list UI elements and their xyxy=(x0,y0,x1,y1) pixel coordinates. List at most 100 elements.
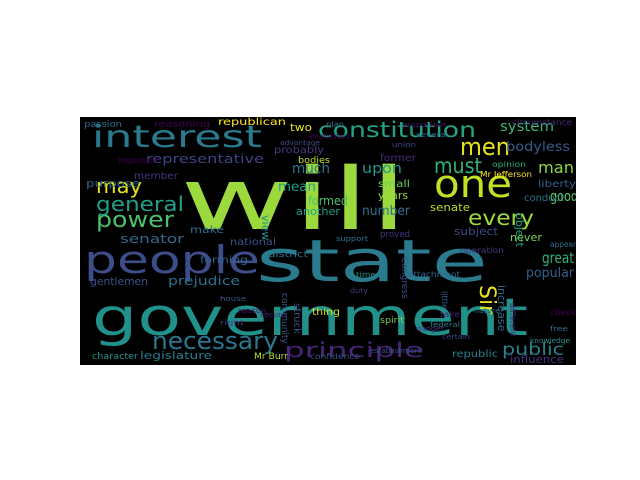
word-legislature: legislature xyxy=(140,349,212,362)
word-community: community xyxy=(279,293,289,344)
word-men: men xyxy=(460,133,510,161)
word-interest: interest xyxy=(92,120,262,155)
word-free: free xyxy=(550,325,568,333)
word-bodyless: bodyless xyxy=(506,140,570,155)
word-view: view xyxy=(259,215,272,240)
word-conduct: conduct xyxy=(524,193,564,204)
word-much: much xyxy=(292,161,330,177)
word-state: state xyxy=(256,227,488,295)
word-subject: subject xyxy=(454,225,499,238)
word-member: member xyxy=(134,171,179,182)
word-another: another xyxy=(296,205,340,218)
word-circumstance: circumstance xyxy=(512,118,572,127)
word-senate: senate xyxy=(430,201,470,214)
word-duty: duty xyxy=(350,287,368,295)
word-opinion: opinion xyxy=(492,160,526,169)
word-number: number xyxy=(362,204,411,219)
word-prejudice: prejudice xyxy=(168,274,240,288)
word-good: good xyxy=(550,189,576,205)
word-increase: increase xyxy=(495,285,508,332)
word-mean: mean xyxy=(278,180,316,195)
word-probably: probably xyxy=(274,145,324,156)
word-may: may xyxy=(96,174,142,198)
word-check: check xyxy=(550,308,576,317)
word-republic: republic xyxy=(452,349,498,360)
word-union: union xyxy=(392,141,416,149)
word-former: former xyxy=(380,153,417,164)
word-every: every xyxy=(468,206,534,230)
word-amendment: amendment xyxy=(308,132,350,141)
word-proved: proved xyxy=(380,230,410,240)
word-senator: senator xyxy=(120,232,184,246)
word-one: one xyxy=(434,162,512,206)
word-right: right xyxy=(220,319,244,327)
word-liberty: liberty xyxy=(538,179,576,190)
word-forming: forming xyxy=(200,255,248,266)
word-years: years xyxy=(378,189,408,202)
word-confidence: confidence xyxy=(310,352,360,361)
word-certain: certain xyxy=(442,333,470,341)
word-republican: republican xyxy=(218,117,286,128)
word-nature: nature xyxy=(474,307,500,315)
word-danger: danger xyxy=(416,325,444,333)
word-secure: secure xyxy=(260,311,286,319)
word-public: public xyxy=(502,340,564,360)
word-will: will xyxy=(180,150,408,250)
word-constitution: constitution xyxy=(318,118,476,142)
word-government: government xyxy=(92,288,528,348)
word-small: small xyxy=(378,179,410,190)
word-spirit: spirit xyxy=(380,316,404,326)
word-appear: appear xyxy=(550,240,576,249)
word-reasoning: reasoning xyxy=(154,119,210,130)
word-house: house xyxy=(220,295,246,303)
word-attachment: attachment xyxy=(408,270,460,279)
word-establishment: establishment xyxy=(370,347,422,355)
word-mr-jefferson: Mr Jefferson xyxy=(480,170,532,179)
word-struck: struck xyxy=(291,303,302,334)
word-power: power xyxy=(96,208,175,233)
word-popular: popular xyxy=(526,266,575,281)
word-little: little xyxy=(440,291,449,309)
word-people: people xyxy=(84,238,260,282)
word-never: never xyxy=(510,231,542,244)
word-gentlemen: gentlemen xyxy=(90,275,148,288)
word-support: support xyxy=(336,235,368,243)
word-make: make xyxy=(190,225,224,236)
word-operation: operation xyxy=(460,246,504,255)
word-object: object xyxy=(513,213,526,248)
word-several: several xyxy=(416,131,448,139)
word-bodies: bodies xyxy=(298,156,330,166)
word-federal: federal xyxy=(430,321,460,329)
word-great: great xyxy=(542,249,574,267)
word-mr-burr: Mr Burr xyxy=(254,352,288,362)
word-man: man xyxy=(538,158,574,177)
word-plan: plan xyxy=(326,120,344,129)
word-character: character xyxy=(92,352,138,362)
word-formed: formed xyxy=(308,194,348,208)
word-district: district xyxy=(268,250,309,260)
word-representative: representative xyxy=(146,152,264,166)
word-cloud: will state government people one interest cons… xyxy=(80,117,576,365)
word-time: time xyxy=(356,271,376,279)
word-principle: principle xyxy=(284,338,424,362)
word-important: important xyxy=(118,156,158,165)
word-advantage: advantage xyxy=(280,139,320,147)
word-general: general xyxy=(96,192,184,216)
word-system: system xyxy=(500,119,554,135)
word-influence: influence xyxy=(510,353,564,365)
word-take: take xyxy=(440,310,460,319)
word-purpose: purpose xyxy=(86,177,140,190)
word-must: must xyxy=(434,154,482,178)
word-proportion: proportion xyxy=(402,121,446,129)
word-different: different xyxy=(508,303,517,337)
word-two: two xyxy=(290,121,312,134)
word-national: national xyxy=(230,237,276,248)
word-thing: thing xyxy=(312,307,340,318)
word-reason: reason xyxy=(238,307,266,315)
word-passion: passion xyxy=(84,120,122,130)
word-necessary: necessary xyxy=(152,327,278,355)
word-sir: Sir xyxy=(474,285,499,315)
word-knowledge: knowledge xyxy=(530,337,570,345)
